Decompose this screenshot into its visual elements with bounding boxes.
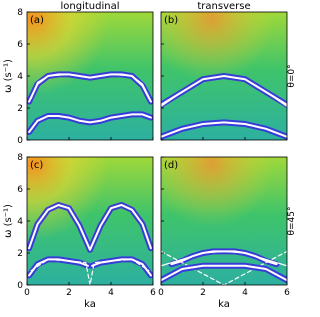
theory-line [30,73,150,99]
page: {"chart_data":[ {"type":"line","label":"… [3,1,297,310]
figure: 0 2 4 6 8 (a) longitudinal ω (s⁻¹) (b) transverse… [3,1,297,310]
panel-label: (c) [30,160,43,171]
plot-area [161,248,287,285]
plot-area [27,202,153,285]
panel-label: (a) [30,15,44,26]
panel-title: transverse [197,1,250,12]
y-axis-label: ω (s⁻¹) [3,204,14,238]
x-tick-label: 2 [200,288,206,298]
panel-title: longitudinal [61,1,120,12]
y-tick-label: 0 [17,136,23,146]
y-tick-label: 6 [17,185,23,195]
panel-label: (d) [164,160,178,171]
panel-label: (b) [164,15,178,26]
x-axis-label: ka [84,299,96,310]
theory-dashed [30,258,150,285]
y-axis-label: ω (s⁻¹) [3,59,14,93]
plot-area [161,73,287,140]
side-label: θ=45° [287,207,297,236]
side-label: θ=0° [287,64,297,87]
y-tick-label: 2 [17,104,23,114]
x-tick-label: 0 [24,288,30,298]
theory-line [161,250,287,267]
x-tick-label: 4 [242,288,248,298]
x-tick-label: 2 [66,288,72,298]
x-tick-label: 4 [108,288,114,298]
y-tick-label: 4 [17,217,23,227]
plot-area [27,71,153,135]
y-tick-label: 8 [17,153,23,163]
x-tick-label: 0 [158,288,164,298]
x-tick-label: 6 [284,288,290,298]
x-axis-label: ka [218,299,230,310]
theory-line [28,204,152,251]
y-tick-label: 2 [17,249,23,259]
data-band-core [161,264,287,282]
x-tick-label: 6 [150,288,156,298]
y-tick-label: 6 [17,40,23,50]
theory-line [161,75,287,107]
theory-dashed [28,113,152,133]
theory-dashed [161,250,287,285]
y-tick-label: 8 [17,8,23,18]
theory-dashed [161,121,287,138]
y-tick-label: 4 [17,72,23,82]
y-tick-label: 0 [17,281,23,291]
